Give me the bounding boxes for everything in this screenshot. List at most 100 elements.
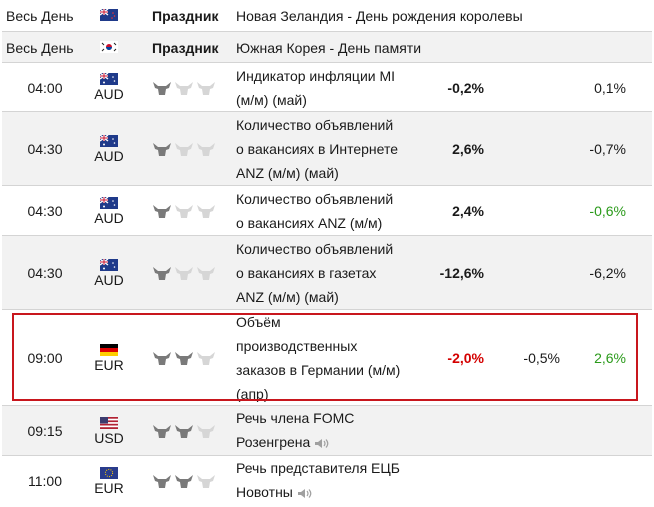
event-row[interactable]: 09:00 EUR Объём производственных заказов в… (2, 309, 652, 406)
actual-value: -0,2% (447, 79, 484, 96)
importance-1 (152, 63, 222, 112)
forecast-value: -0,5% (523, 350, 560, 366)
event-row[interactable]: 04:30 AUD Количество объявлений о ваканси… (2, 111, 652, 186)
importance-1 (152, 112, 222, 186)
country-flag (88, 32, 130, 63)
currency-code: EUR (94, 356, 124, 373)
currency-code: AUD (94, 209, 124, 226)
importance-2 (152, 406, 222, 456)
bull-icon (174, 141, 194, 157)
bull-icon (174, 423, 194, 439)
event-name-line: о вакансиях в газетах (236, 265, 377, 281)
event-name-line: Новотны (236, 484, 293, 501)
actual-value: 2,4% (452, 203, 484, 219)
event-name-line: Количество объявлений (236, 117, 394, 133)
australia-flag-icon (100, 258, 118, 271)
event-name-line: заказов в Германии (м/м) (236, 362, 401, 378)
bull-icon (196, 203, 216, 219)
event-row[interactable]: 11:00 EUR Речь представителя ЕЦБ Новотны (2, 455, 652, 506)
holiday-type: Праздник (152, 7, 219, 24)
event-name-line: производственных (236, 338, 358, 354)
previous-value: -6,2% (589, 265, 626, 281)
event-name[interactable]: Количество объявлений о вакансиях в газет… (236, 236, 426, 310)
event-name[interactable]: Объём производственных заказов в Германии … (236, 310, 426, 406)
germany-flag-icon (100, 343, 118, 356)
event-time: 04:00 (27, 79, 63, 96)
actual-value: 2,6% (452, 141, 484, 157)
bull-icon (174, 473, 194, 489)
currency-code: USD (94, 429, 124, 446)
previous-value: -0,6% (589, 203, 626, 219)
event-row[interactable]: 09:15 USD Речь члена FOMC Розенгрена (2, 405, 652, 456)
event-name[interactable]: Индикатор инфляции MI (м/м) (май) (236, 63, 426, 112)
event-row[interactable]: 04:30 AUD Количество объявлений о ваканси… (2, 235, 652, 310)
australia-flag-icon (100, 134, 118, 147)
bull-icon (174, 265, 194, 281)
event-time: 04:30 (27, 203, 63, 219)
event-row[interactable]: 04:30 AUD Количество объявлений о ваканси… (2, 185, 652, 236)
bull-icon (152, 423, 172, 439)
event-time: Весь День (6, 7, 74, 24)
event-row[interactable]: 04:00 AUD Индикатор инфляции MI (м/м) (ма… (2, 62, 652, 112)
event-name[interactable]: Количество объявлений о вакансиях ANZ (м/… (236, 186, 426, 236)
currency: EUR (88, 456, 130, 506)
currency-code: EUR (94, 479, 124, 496)
event-time: 04:30 (27, 141, 63, 157)
actual-value: -2,0% (447, 350, 484, 366)
currency-code: AUD (94, 86, 124, 102)
holiday-name[interactable]: Южная Корея - День памяти (236, 39, 422, 56)
bull-icon (174, 80, 194, 96)
event-name-line: Объём (236, 314, 281, 330)
event-time: 09:15 (27, 423, 63, 439)
event-time: Весь День (6, 39, 74, 56)
event-name-line: Розенгрена (236, 434, 311, 451)
bull-icon (174, 203, 194, 219)
currency: AUD (88, 186, 130, 236)
european-union-flag-icon (100, 466, 118, 479)
currency-code: AUD (94, 147, 124, 164)
previous-value: 0,1% (594, 79, 626, 96)
event-name-line: о вакансиях ANZ (м/м) (236, 215, 383, 231)
previous-value: -0,7% (589, 141, 626, 157)
event-name[interactable]: Речь представителя ЕЦБ Новотны (236, 456, 646, 506)
bull-icon (174, 350, 194, 366)
speaker-icon[interactable] (297, 482, 313, 506)
actual-value: -12,6% (439, 265, 484, 281)
united-states-flag-icon (100, 416, 118, 429)
currency: AUD (88, 236, 130, 310)
event-name-line: Индикатор инфляции MI (236, 67, 396, 84)
event-name-line: (м/м) (май) (236, 91, 307, 108)
bull-icon (196, 350, 216, 366)
event-name[interactable]: Речь члена FOMC Розенгрена (236, 406, 646, 456)
holiday-row[interactable]: Весь День Праздник Южная Корея - День па… (2, 31, 652, 63)
holiday-name[interactable]: Новая Зеландия - День рождения королевы (236, 7, 523, 24)
new-zealand-flag-icon (100, 9, 118, 21)
bull-icon (196, 473, 216, 489)
event-name-line: Количество объявлений (236, 191, 394, 207)
bull-icon (152, 80, 172, 96)
bull-icon (196, 141, 216, 157)
bull-icon (196, 423, 216, 439)
event-name[interactable]: Количество объявлений о вакансиях в Интер… (236, 112, 426, 186)
currency: USD (88, 406, 130, 456)
speaker-icon[interactable] (314, 432, 330, 456)
event-time: 11:00 (28, 473, 62, 489)
event-name-line: (апр) (236, 386, 269, 402)
event-name-line: Количество объявлений (236, 241, 394, 257)
australia-flag-icon (100, 73, 118, 85)
event-name-line: ANZ (м/м) (май) (236, 289, 339, 305)
bull-icon (152, 203, 172, 219)
importance-2 (152, 310, 222, 406)
currency: AUD (88, 112, 130, 186)
importance-1 (152, 236, 222, 310)
event-name-line: о вакансиях в Интернете (236, 141, 399, 157)
event-name-line: ANZ (м/м) (май) (236, 165, 339, 181)
bull-icon (152, 473, 172, 489)
currency-code: AUD (94, 271, 124, 288)
bull-icon (152, 350, 172, 366)
forecast-value (500, 112, 560, 186)
south-korea-flag-icon (100, 41, 118, 53)
holiday-row[interactable]: Весь День Праздник Новая Зеландия - День… (2, 0, 652, 31)
importance-1 (152, 186, 222, 236)
